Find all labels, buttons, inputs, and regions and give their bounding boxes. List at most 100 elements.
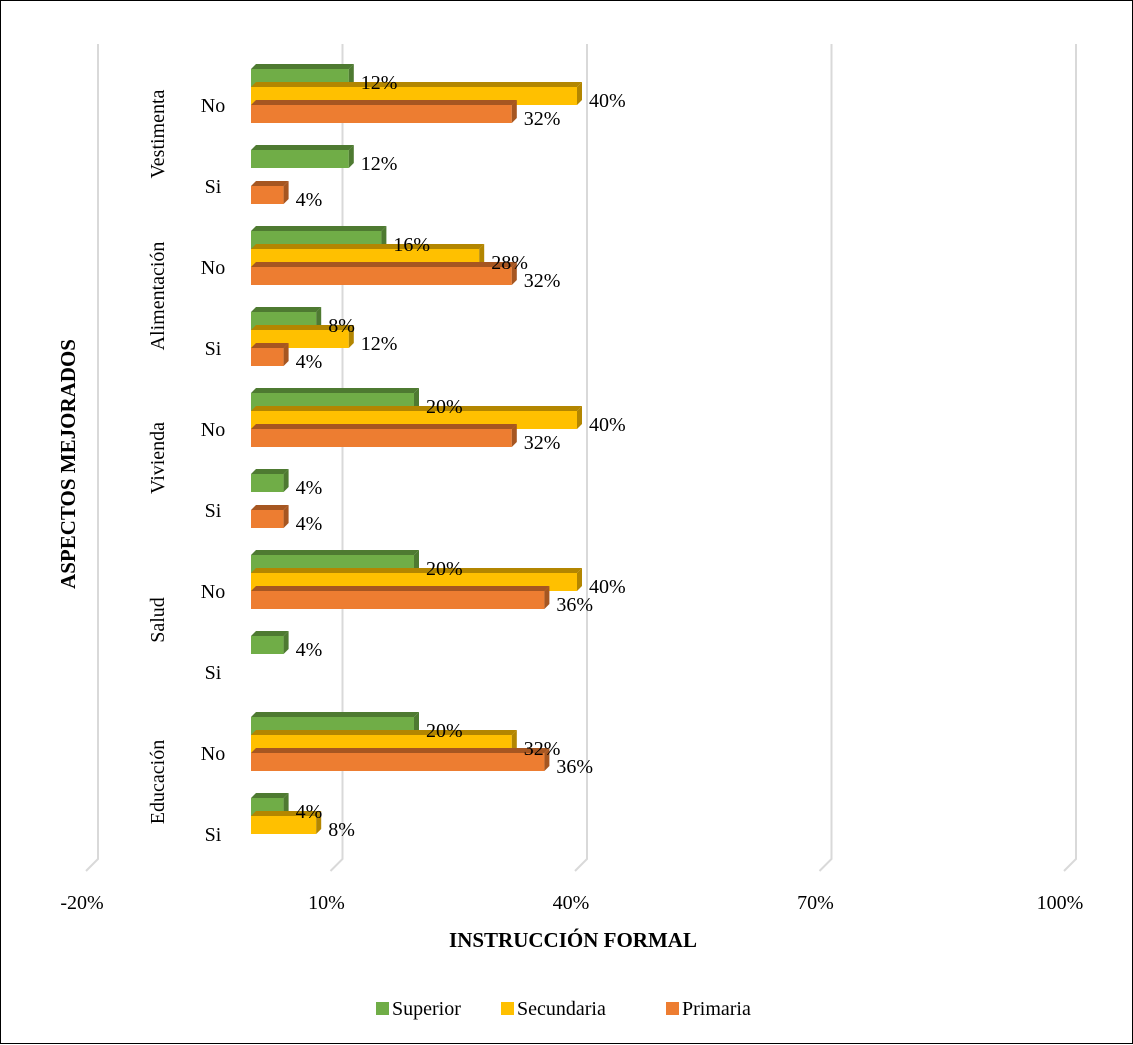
data-label: 36% bbox=[556, 594, 593, 616]
bar-side-face bbox=[511, 424, 517, 447]
data-label: 12% bbox=[361, 333, 398, 355]
bar bbox=[251, 591, 545, 609]
gridline bbox=[329, 44, 344, 872]
bar-side-face bbox=[283, 343, 289, 366]
bar-side-face bbox=[577, 82, 582, 105]
data-label: 4% bbox=[296, 639, 323, 661]
data-labels: 12%40%32%12%4%16%28%32%8%12%4%20%40%32%4… bbox=[296, 72, 626, 841]
category-label: Educación bbox=[147, 740, 169, 824]
data-label: 32% bbox=[524, 270, 561, 292]
bar-top-face bbox=[251, 244, 485, 249]
category-label: Salud bbox=[147, 597, 169, 643]
data-label: 4% bbox=[296, 513, 323, 535]
x-tick-label: 40% bbox=[553, 892, 590, 914]
subcategory-label: No bbox=[201, 743, 225, 765]
bar-side-face bbox=[414, 388, 419, 411]
data-label: 32% bbox=[524, 108, 561, 130]
bar-side-face bbox=[381, 226, 387, 249]
bar-side-face bbox=[577, 568, 582, 591]
subcategory-label: Si bbox=[205, 824, 222, 846]
gridline bbox=[1063, 44, 1077, 872]
data-label: 40% bbox=[589, 90, 626, 112]
bar-side-face bbox=[511, 100, 517, 123]
bar-side-face bbox=[479, 244, 485, 267]
data-label: 4% bbox=[296, 477, 323, 499]
bar-top-face bbox=[251, 586, 550, 591]
x-tick-label: -20% bbox=[60, 892, 103, 914]
bar-side-face bbox=[414, 550, 419, 573]
data-label: 20% bbox=[426, 396, 463, 418]
bar-side-face bbox=[414, 712, 419, 735]
x-tick-label: 100% bbox=[1037, 892, 1084, 914]
data-label: 12% bbox=[361, 72, 398, 94]
bar-top-face bbox=[251, 181, 289, 186]
category-label: Vivienda bbox=[147, 422, 169, 494]
legend-label: Superior bbox=[392, 998, 461, 1020]
data-label: 4% bbox=[296, 189, 323, 211]
bar-top-face bbox=[251, 343, 289, 348]
x-tick-label: 10% bbox=[308, 892, 345, 914]
category-label: Alimentación bbox=[147, 242, 169, 351]
data-label: 16% bbox=[393, 234, 430, 256]
subcategory-label: Si bbox=[205, 662, 222, 684]
bar-top-face bbox=[251, 145, 354, 150]
bar bbox=[251, 429, 512, 447]
data-label: 20% bbox=[426, 720, 463, 742]
bar-top-face bbox=[251, 262, 517, 267]
bar-top-face bbox=[251, 469, 289, 474]
data-label: 4% bbox=[296, 351, 323, 373]
legend-swatch bbox=[666, 1002, 679, 1015]
legend-swatch bbox=[376, 1002, 389, 1015]
bar-side-face bbox=[283, 793, 289, 816]
subcategory-label: No bbox=[201, 581, 225, 603]
x-tick-label: 70% bbox=[797, 892, 834, 914]
data-label: 8% bbox=[328, 315, 355, 337]
bar-top-face bbox=[251, 793, 289, 798]
data-label: 12% bbox=[361, 153, 398, 175]
category-labels: No Si Vestimenta No Si Alimentación No Si Vivien… bbox=[147, 89, 225, 846]
data-label: 20% bbox=[426, 558, 463, 580]
bar-top-face bbox=[251, 307, 322, 312]
bar bbox=[251, 105, 512, 123]
bar-top-face bbox=[251, 748, 550, 753]
bar-top-face bbox=[251, 82, 582, 87]
bar-side-face bbox=[511, 262, 517, 285]
bar-top-face bbox=[251, 100, 517, 105]
bar-side-face bbox=[348, 145, 354, 168]
data-label: 40% bbox=[589, 414, 626, 436]
bar-top-face bbox=[251, 550, 419, 555]
bar bbox=[251, 267, 512, 285]
bar bbox=[251, 510, 284, 528]
bar-side-face bbox=[283, 181, 289, 204]
bar-top-face bbox=[251, 730, 517, 735]
data-label: 32% bbox=[524, 738, 561, 760]
bar-top-face bbox=[251, 424, 517, 429]
bar-side-face bbox=[544, 586, 550, 609]
category-label: Vestimenta bbox=[147, 89, 169, 178]
subcategory-label: No bbox=[201, 95, 225, 117]
bar-top-face bbox=[251, 325, 354, 330]
x-axis-title: INSTRUCCIÓN FORMAL bbox=[449, 928, 697, 952]
bar-side-face bbox=[544, 748, 550, 771]
bar bbox=[251, 150, 349, 168]
bar-top-face bbox=[251, 406, 582, 411]
data-label: 4% bbox=[296, 801, 323, 823]
bar-side-face bbox=[283, 631, 289, 654]
x-axis-ticks: -20% 10% 40% 70% 100% bbox=[60, 892, 1083, 914]
bar-side-face bbox=[283, 469, 289, 492]
subcategory-label: No bbox=[201, 257, 225, 279]
bars bbox=[251, 64, 582, 834]
bar bbox=[251, 186, 284, 204]
bar-side-face bbox=[577, 406, 582, 429]
subcategory-label: No bbox=[201, 419, 225, 441]
data-label: 8% bbox=[328, 819, 355, 841]
gridline bbox=[574, 44, 588, 872]
subcategory-label: Si bbox=[205, 500, 222, 522]
legend: Superior Secundaria Primaria bbox=[376, 998, 751, 1020]
data-label: 28% bbox=[491, 252, 528, 274]
subcategory-label: Si bbox=[205, 338, 222, 360]
bar-top-face bbox=[251, 568, 582, 573]
bar-top-face bbox=[251, 811, 322, 816]
data-label: 36% bbox=[556, 756, 593, 778]
bar-top-face bbox=[251, 712, 419, 717]
